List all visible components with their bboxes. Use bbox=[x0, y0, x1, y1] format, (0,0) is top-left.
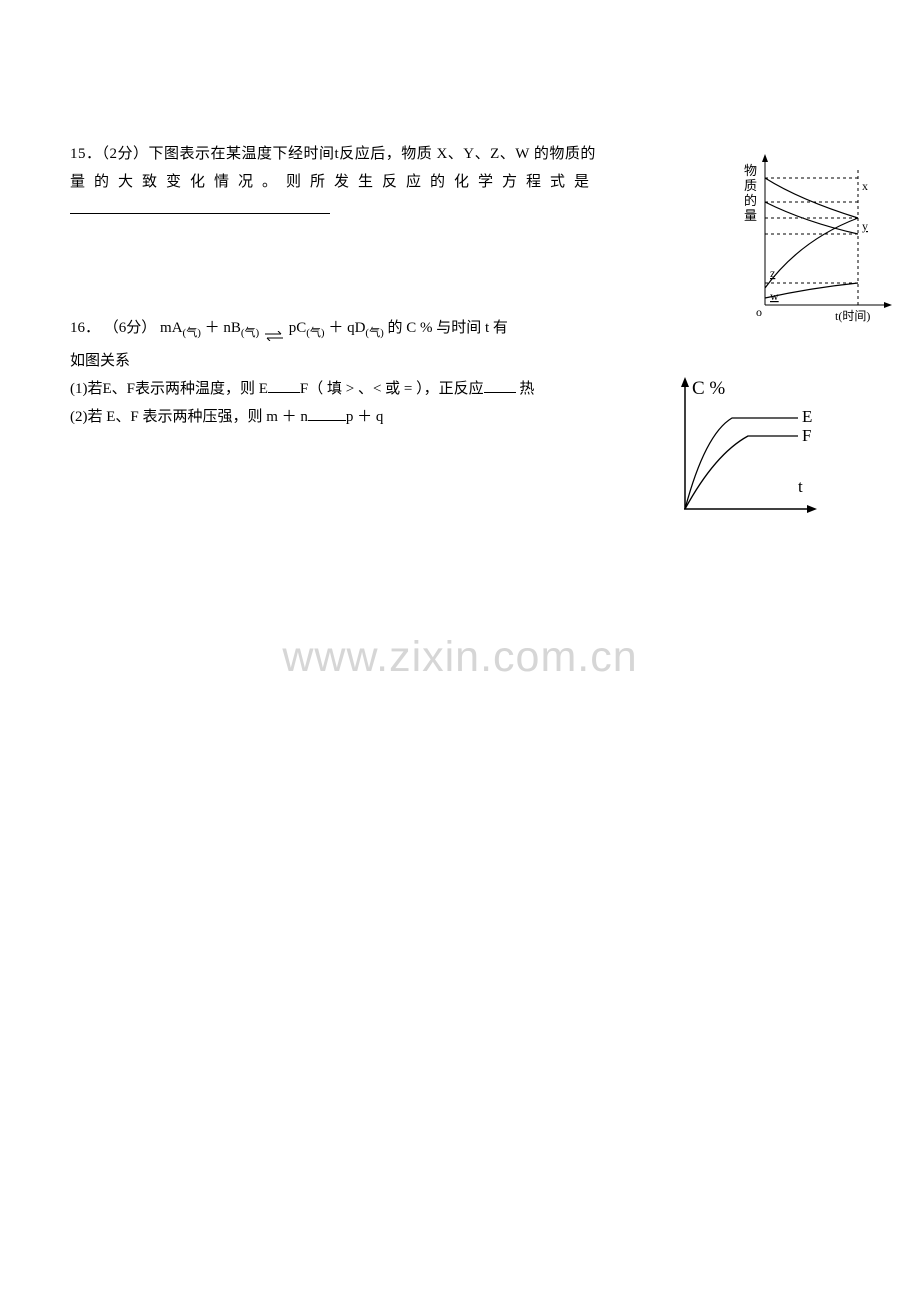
q16-sub2-pre: (2)若 E、F 表示两种压强，则 m ＋ n bbox=[70, 409, 308, 425]
q16-blank-1 bbox=[268, 379, 300, 393]
q16-sub1-pre: (1)若E、F表示两种温度，则 E bbox=[70, 381, 268, 397]
q16-points: （6分） bbox=[104, 320, 157, 336]
chart1-ylabel-3: 的 bbox=[744, 193, 757, 208]
question-16: 16． （6分） mA(气) ＋ nB(气) pC(气) ＋ qD(气) 的 C… bbox=[70, 314, 850, 431]
chart1-y-arrow bbox=[762, 154, 768, 162]
q16-sub1-end: 热 bbox=[516, 381, 535, 397]
chart2-curve-f bbox=[685, 436, 798, 509]
chart1-label-x: x bbox=[862, 179, 868, 193]
q16-blank-3 bbox=[308, 407, 346, 421]
q16-mA: mA bbox=[160, 320, 183, 336]
chart2-xlabel: t bbox=[798, 477, 803, 496]
q16-pC: pC bbox=[289, 320, 307, 336]
q16-blank-2 bbox=[484, 379, 516, 393]
chart1-label-z: z bbox=[770, 266, 775, 280]
q15-line2-text: 量的大致变化情况。则所发生反应的化学方程式是 bbox=[70, 174, 598, 190]
question-15: 15．（2分）下图表示在某温度下经时间t反应后，物质 X、Y、Z、W 的物质的 … bbox=[70, 140, 690, 224]
chart2-label-e: E bbox=[802, 407, 812, 426]
q16-tail: 的 C % 与时间 t 有 bbox=[388, 320, 508, 336]
equilibrium-arrow-icon bbox=[263, 322, 285, 336]
chart-q16: C % E F t bbox=[670, 374, 820, 524]
chart2-curve-e bbox=[685, 418, 798, 509]
chart1-curve-z bbox=[765, 218, 858, 288]
q16-nB: nB bbox=[223, 320, 241, 336]
q16-plus-1: ＋ bbox=[205, 320, 224, 336]
chart1-label-y: y bbox=[862, 219, 868, 233]
q15-answer-blank bbox=[70, 198, 330, 214]
q15-points: （2分） bbox=[102, 146, 149, 162]
q16-gas-1: (气) bbox=[183, 327, 201, 339]
chart1-label-w: w bbox=[770, 289, 779, 303]
chart1-x-arrow bbox=[884, 302, 892, 308]
q16-plus-2: ＋ bbox=[328, 320, 347, 336]
q15-number: 15． bbox=[70, 146, 102, 162]
q16-sub1-mid: F（ 填 > 、< 或 = ），正反应 bbox=[300, 381, 484, 397]
q16-gas-2: (气) bbox=[241, 327, 259, 339]
chart2-x-arrow bbox=[807, 505, 817, 513]
chart1-ylabel-1: 物 bbox=[744, 163, 757, 178]
q16-gas-3: (气) bbox=[306, 327, 324, 339]
chart-q15: 物 质 的 量 x y z w o bbox=[740, 150, 900, 325]
q16-line2: 如图关系 bbox=[70, 353, 130, 369]
chart1-ylabel-4: 量 bbox=[744, 208, 757, 223]
chart1-ylabel-2: 质 bbox=[744, 178, 757, 193]
watermark: www.zixin.com.cn bbox=[0, 633, 920, 682]
q16-gas-4: (气) bbox=[365, 327, 383, 339]
q16-number: 16． bbox=[70, 320, 100, 336]
chart1-curve-w bbox=[765, 283, 858, 298]
q16-qD: qD bbox=[347, 320, 365, 336]
chart2-label-f: F bbox=[802, 426, 811, 445]
chart2-ylabel: C % bbox=[692, 378, 725, 399]
q16-sub2-end: p ＋ q bbox=[346, 409, 384, 425]
chart1-curve-x bbox=[765, 178, 858, 218]
q15-line1-text: 下图表示在某温度下经时间t反应后，物质 X、Y、Z、W 的物质的 bbox=[149, 146, 596, 162]
chart2-y-arrow bbox=[681, 377, 689, 387]
